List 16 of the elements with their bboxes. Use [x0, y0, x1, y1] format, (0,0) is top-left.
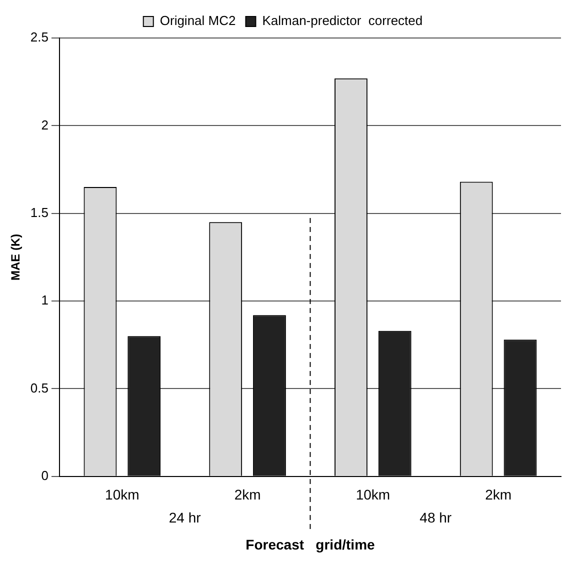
y-tick-label: 0: [41, 468, 48, 483]
y-tick-label: 2: [41, 117, 48, 132]
text: 48 hr: [420, 509, 452, 526]
text: 24 hr: [168, 509, 202, 526]
y-tick-label: 0.5: [30, 380, 48, 396]
y-tick-label: 2.5: [30, 30, 48, 45]
x-tick-label: 10km: [356, 486, 390, 503]
legend-label: Original MC2: [160, 13, 236, 28]
y-axis-title: MAE (K): [8, 234, 23, 281]
x-tick-label: 10km: [105, 486, 140, 503]
y-tick-label: 1.5: [30, 204, 48, 220]
legend-label: Kalman-predictor corrected: [262, 13, 423, 28]
y-tick-label: 1: [41, 292, 48, 308]
x-axis-title: Forecast grid/time: [246, 536, 376, 552]
x-tick-label: 2km: [234, 486, 261, 503]
x-tick-label: 2km: [485, 486, 512, 503]
